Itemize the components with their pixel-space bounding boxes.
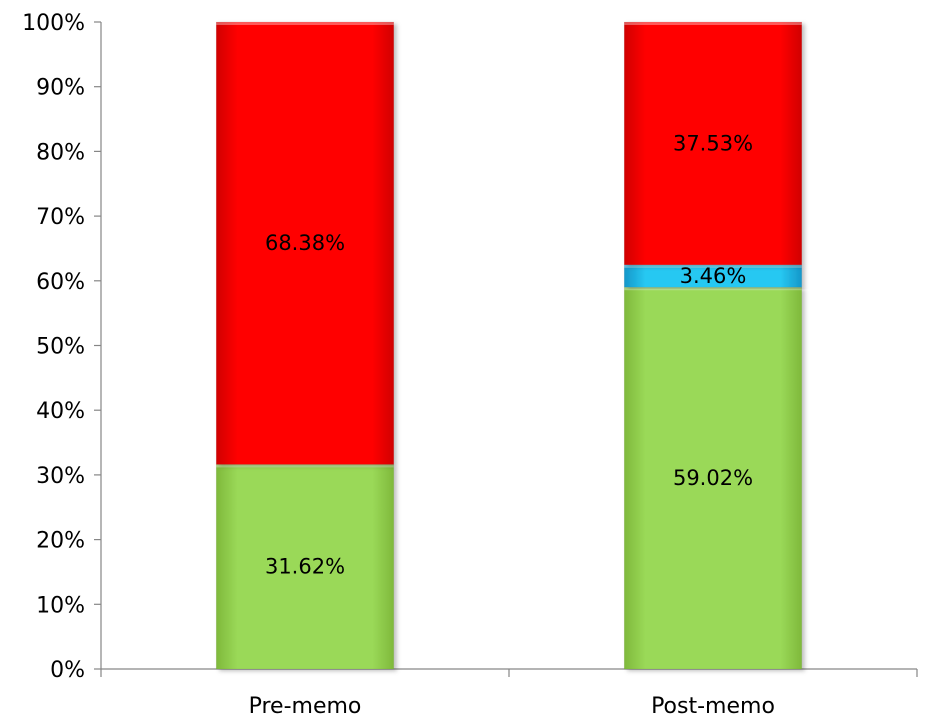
x-category-label: Post-memo (651, 694, 775, 719)
y-tick-label: 20% (36, 529, 85, 554)
bar-segment-highlight (216, 22, 393, 25)
y-tick-label: 50% (36, 335, 85, 360)
y-tick-label: 90% (36, 76, 85, 101)
data-label: 37.53% (673, 131, 753, 155)
data-label: 68.38% (265, 231, 345, 255)
y-tick-label: 100% (22, 11, 85, 36)
bar-segment-highlight (216, 464, 393, 467)
data-label: 31.62% (265, 555, 345, 579)
y-tick-label: 70% (36, 205, 85, 230)
x-axis: Pre-memo Post-memo (101, 669, 917, 719)
bar-segment-highlight (624, 22, 801, 25)
y-tick-label: 60% (36, 270, 85, 295)
y-axis: 0% 10% 20% 30% 40% 50% 60% 70% 80% 90% 100% (22, 11, 101, 683)
y-tick-label: 30% (36, 464, 85, 489)
data-label: 3.46% (680, 264, 747, 288)
x-category-label: Pre-memo (249, 694, 362, 719)
y-tick-label: 80% (36, 140, 85, 165)
y-tick-label: 0% (50, 658, 85, 683)
data-label: 59.02% (673, 466, 753, 490)
y-tick-label: 40% (36, 399, 85, 424)
y-tick-label: 10% (36, 593, 85, 618)
